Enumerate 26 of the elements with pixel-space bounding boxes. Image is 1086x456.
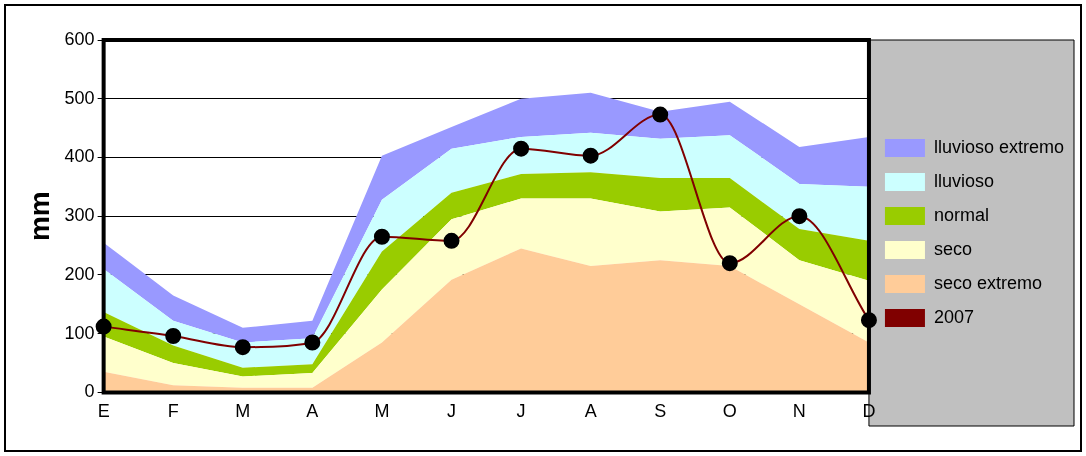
legend-label: seco extremo [933,272,1042,293]
legend-label: seco [933,238,972,259]
x-tick-label: A [584,401,597,422]
x-tick-label: F [167,401,179,422]
x-tick-label: J [516,401,526,422]
x-tick-label: M [374,401,390,422]
y-tick-label: 300 [64,205,95,226]
y-tick-label: 600 [64,28,95,49]
x-tick-label: S [654,401,667,422]
y-tick-label: 500 [64,87,95,108]
x-tick-label: A [306,401,319,422]
x-tick-label: N [792,401,806,422]
x-tick-label: J [447,401,456,422]
x-tick-label: E [97,401,110,422]
y-tick-label: 400 [64,146,95,167]
y-tick-label: 0 [84,381,95,402]
legend-label: lluvioso [933,170,994,191]
x-tick-label: D [862,401,876,422]
y-axis-title: mm [23,191,55,242]
x-tick-label: O [722,401,737,422]
legend-label: normal [933,204,989,225]
y-tick-label: 200 [64,263,95,284]
y-tick-label: 100 [64,322,95,343]
legend-label: lluvioso extremo [933,136,1065,157]
legend-label: 2007 [933,306,974,327]
x-tick-label: M [235,401,251,422]
